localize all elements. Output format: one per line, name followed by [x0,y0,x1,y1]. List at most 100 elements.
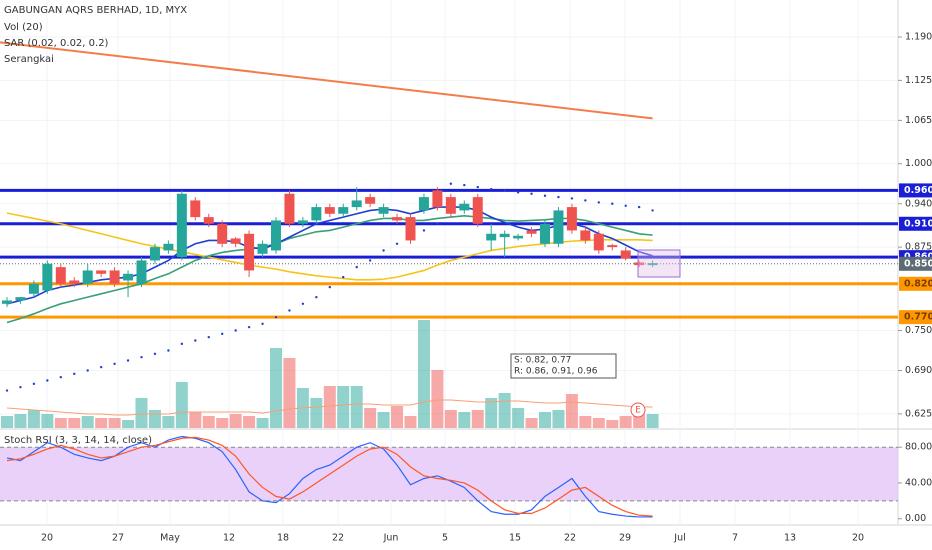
sar-dot [422,229,426,232]
sar-dot [436,222,439,225]
volume-bar [323,386,336,428]
annotation-box [510,353,617,379]
annotation-text: S: 0.82, 0.77 [514,356,571,366]
sar-dot [315,295,318,299]
volume-bar [525,418,538,428]
volume-bar [539,412,551,428]
sar-dot [490,187,493,191]
volume-bar [633,414,646,428]
volume-bar [216,418,229,428]
candle-body [297,220,308,224]
candle-body [486,233,497,241]
sar-dot [301,302,305,306]
x-tick-label: 12 [223,533,235,544]
sar-dot [342,275,345,279]
candle-body [69,280,80,284]
y-tick-label: 0.940 [905,198,932,209]
volume-bar [498,393,511,428]
sar-dot [328,285,331,289]
volume-bar [485,398,498,428]
sar-dot [113,362,116,366]
volume-bar [108,418,121,428]
volume-bar [310,398,323,428]
x-tick-label: 15 [509,533,521,544]
volume-bar [14,414,27,428]
volume-bar [27,410,40,428]
ma-line [6,214,653,324]
sar-dot [180,342,184,346]
sar-dot [167,349,170,352]
volume-bar [175,382,188,428]
y-tick-label: 1.065 [905,115,932,126]
x-tick-label: Jun [383,533,399,544]
legend-item: SAR (0.02, 0.02, 0.2) [4,38,109,49]
candle-body [109,270,120,284]
candle-body [338,207,349,214]
volume-bar [444,410,457,428]
y-tick-label: 0.625 [905,408,932,419]
y-tick-label: 0.875 [905,242,932,253]
candle-body [553,210,564,244]
candle-body [2,300,12,304]
volume-bar [579,416,592,428]
sar-dot [234,329,237,332]
volume-bar [229,414,242,428]
stoch-band [0,447,898,501]
volume-ma-line [6,399,653,416]
x-tick-label: 18 [277,533,289,544]
sar-dot [86,369,89,372]
sar-dot [463,183,466,187]
x-tick-label: Jul [673,533,685,544]
candle-body [257,243,268,254]
sar-dot [207,335,210,339]
candle-body [163,243,174,251]
price-label: 0.820 [904,278,932,289]
volume-bar [122,420,135,428]
candle-body [82,270,93,284]
candle-body [405,217,416,241]
candle-body [149,247,160,261]
sar-dot [382,249,385,252]
sar-dot [503,189,506,192]
legend-item: Vol (20) [4,22,43,33]
annotation-text: R: 0.86, 0.91, 0.96 [514,367,598,377]
volume-bar [471,410,484,428]
sar-dot [530,192,533,195]
sar-dot [274,315,278,319]
candle-body [230,238,241,244]
candle-body [472,197,483,224]
stoch-line [6,436,653,517]
sar-dot [355,265,358,269]
volume-bar [377,412,390,428]
x-tick-label: 29 [619,533,631,544]
candle-body [311,207,322,221]
sar-dot [637,205,641,209]
event-label[interactable]: E [635,406,641,416]
x-tick-label: 22 [332,533,344,544]
candle-body [459,203,470,211]
candle-body [540,223,550,244]
candle-body [418,197,429,211]
candle-body [271,220,281,251]
sar-dot [99,365,103,369]
sar-dot [570,197,574,200]
x-tick-label: 27 [112,533,124,544]
candle-body [244,233,255,271]
sar-dot [5,389,9,392]
candle-body [634,262,645,266]
candle-body [28,283,39,294]
candle-body [176,193,187,258]
sar-dot [19,385,22,389]
candle-body [42,263,53,291]
event-marker[interactable] [630,402,646,418]
candle-body [15,297,26,301]
x-tick-label: 13 [784,533,796,544]
sar-dot [584,199,587,202]
candle-body [96,270,107,274]
sar-dot [73,372,76,376]
volume-bar [189,412,202,428]
volume-bar [1,416,13,428]
volume-bar [404,416,417,428]
